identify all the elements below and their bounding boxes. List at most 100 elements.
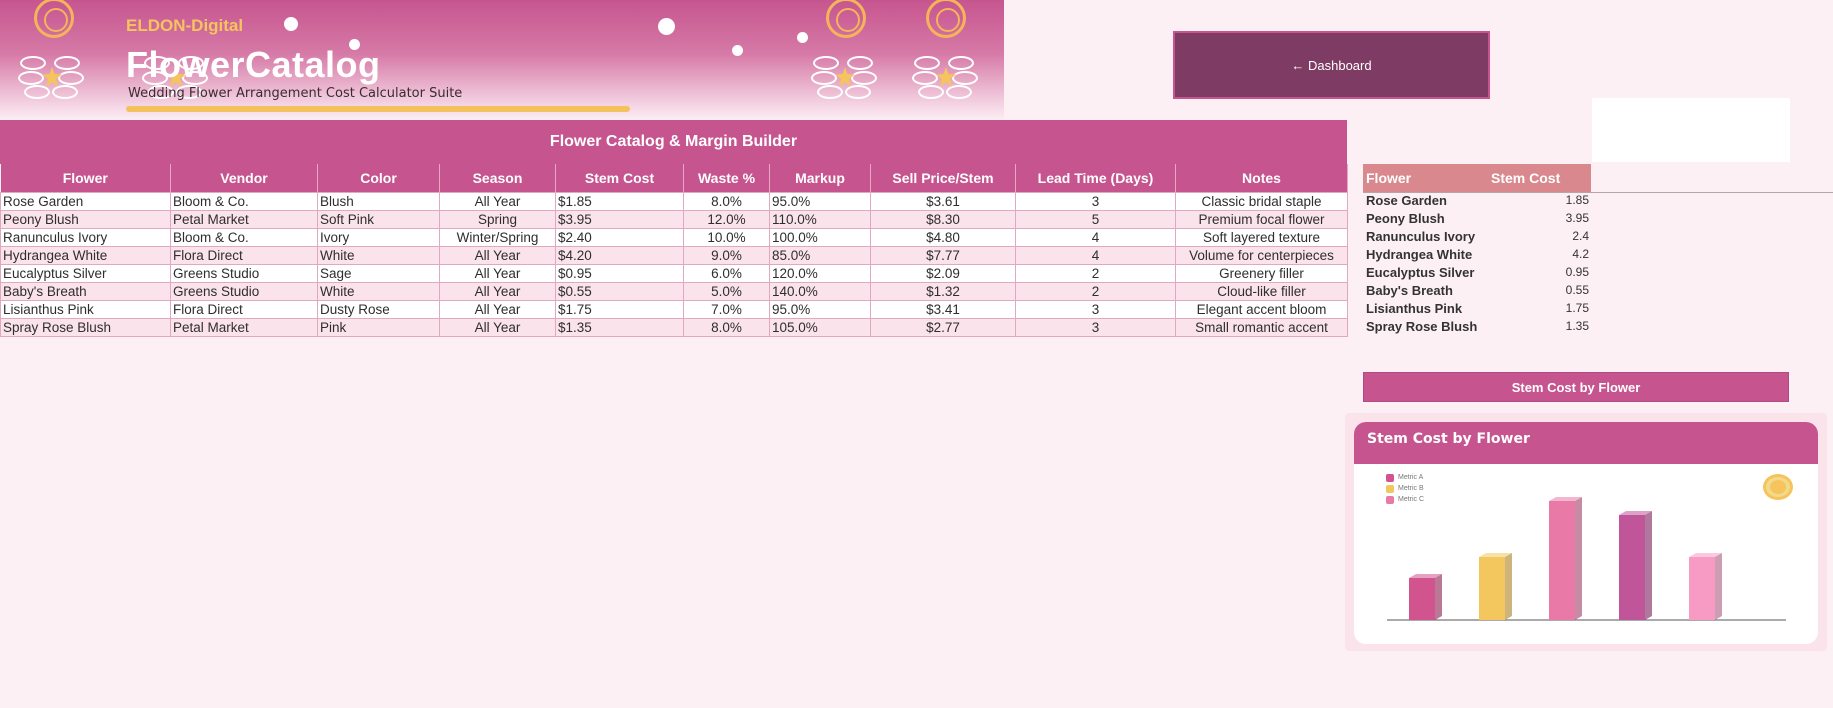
table-cell[interactable]: $1.75 (555, 299, 684, 319)
table-cell[interactable]: All Year (439, 299, 556, 319)
table-cell[interactable]: 95.0% (769, 299, 871, 319)
table-cell[interactable]: Blush (317, 191, 440, 211)
table-cell[interactable]: $7.77 (870, 245, 1016, 265)
side-column-header[interactable]: Flower (1366, 170, 1412, 186)
table-cell[interactable]: Spray Rose Blush (0, 317, 171, 337)
table-cell[interactable]: Eucalyptus Silver (0, 263, 171, 283)
table-cell[interactable]: 110.0% (769, 209, 871, 229)
table-cell[interactable]: Soft Pink (317, 209, 440, 229)
table-cell[interactable]: Greens Studio (170, 263, 318, 283)
column-header[interactable]: Markup (769, 164, 871, 192)
table-cell[interactable]: 2 (1015, 281, 1176, 301)
table-cell[interactable]: Classic bridal staple (1175, 191, 1348, 211)
column-header[interactable]: Flower (0, 164, 171, 192)
chart-bar[interactable] (1479, 553, 1512, 620)
table-cell[interactable]: 3 (1015, 299, 1176, 319)
table-cell[interactable]: 5.0% (683, 281, 770, 301)
table-cell[interactable]: 7.0% (683, 299, 770, 319)
table-cell[interactable]: $2.40 (555, 227, 684, 247)
table-cell[interactable]: Flora Direct (170, 299, 318, 319)
table-cell[interactable]: 12.0% (683, 209, 770, 229)
table-cell[interactable]: White (317, 281, 440, 301)
table-cell[interactable]: Bloom & Co. (170, 191, 318, 211)
table-cell[interactable]: Bloom & Co. (170, 227, 318, 247)
chart-bar[interactable] (1409, 574, 1442, 620)
table-cell[interactable]: 140.0% (769, 281, 871, 301)
side-table-row[interactable]: Baby's Breath 0.55 (1363, 283, 1591, 301)
column-header[interactable]: Stem Cost (555, 164, 684, 192)
table-row[interactable]: Eucalyptus Silver Greens Studio Sage All Ye… (0, 263, 1348, 283)
stem-cost-chart[interactable]: Stem Cost by Flower Metric A Metric B Me… (1354, 422, 1818, 644)
table-cell[interactable]: Volume for centerpieces (1175, 245, 1348, 265)
table-row[interactable]: Baby's Breath Greens Studio White All Year $… (0, 281, 1348, 301)
table-cell[interactable]: Small romantic accent (1175, 317, 1348, 337)
table-cell[interactable]: 100.0% (769, 227, 871, 247)
side-table-row[interactable]: Eucalyptus Silver 0.95 (1363, 265, 1591, 283)
dashboard-button[interactable]: ← Dashboard (1173, 31, 1490, 99)
column-header[interactable]: Vendor (170, 164, 318, 192)
table-cell[interactable]: $3.61 (870, 191, 1016, 211)
table-cell[interactable]: $4.80 (870, 227, 1016, 247)
table-cell[interactable]: $2.09 (870, 263, 1016, 283)
table-cell[interactable]: Flora Direct (170, 245, 318, 265)
chart-title-button[interactable]: Stem Cost by Flower (1363, 372, 1789, 402)
table-cell[interactable]: 5 (1015, 209, 1176, 229)
table-cell[interactable]: All Year (439, 191, 556, 211)
table-cell[interactable]: 6.0% (683, 263, 770, 283)
table-cell[interactable]: 8.0% (683, 191, 770, 211)
side-table-row[interactable]: Lisianthus Pink 1.75 (1363, 301, 1591, 319)
table-cell[interactable]: Rose Garden (0, 191, 171, 211)
table-cell[interactable]: All Year (439, 281, 556, 301)
table-cell[interactable]: Peony Blush (0, 209, 171, 229)
table-cell[interactable]: $0.55 (555, 281, 684, 301)
table-cell[interactable]: Dusty Rose (317, 299, 440, 319)
table-cell[interactable]: White (317, 245, 440, 265)
table-cell[interactable]: 10.0% (683, 227, 770, 247)
chart-bar[interactable] (1549, 497, 1582, 620)
table-row[interactable]: Hydrangea White Flora Direct White All Year… (0, 245, 1348, 265)
column-header[interactable]: Waste % (683, 164, 770, 192)
table-cell[interactable]: Winter/Spring (439, 227, 556, 247)
table-cell[interactable]: Ivory (317, 227, 440, 247)
table-cell[interactable]: Petal Market (170, 317, 318, 337)
column-header[interactable]: Lead Time (Days) (1015, 164, 1176, 192)
table-cell[interactable]: 4 (1015, 245, 1176, 265)
table-cell[interactable]: $3.95 (555, 209, 684, 229)
table-cell[interactable]: Baby's Breath (0, 281, 171, 301)
table-cell[interactable]: $1.85 (555, 191, 684, 211)
table-cell[interactable]: Petal Market (170, 209, 318, 229)
table-cell[interactable]: 4 (1015, 227, 1176, 247)
table-cell[interactable]: All Year (439, 317, 556, 337)
column-header[interactable]: Season (439, 164, 556, 192)
column-header[interactable]: Color (317, 164, 440, 192)
table-row[interactable]: Spray Rose Blush Petal Market Pink All Year… (0, 317, 1348, 337)
table-cell[interactable]: Greenery filler (1175, 263, 1348, 283)
table-cell[interactable]: $8.30 (870, 209, 1016, 229)
table-cell[interactable]: Spring (439, 209, 556, 229)
table-row[interactable]: Ranunculus Ivory Bloom & Co. Ivory Winter/S… (0, 227, 1348, 247)
table-cell[interactable]: $0.95 (555, 263, 684, 283)
table-cell[interactable]: All Year (439, 245, 556, 265)
table-cell[interactable]: Hydrangea White (0, 245, 171, 265)
side-table-row[interactable]: Hydrangea White 4.2 (1363, 247, 1591, 265)
column-header[interactable]: Sell Price/Stem (870, 164, 1016, 192)
column-header[interactable]: Notes (1175, 164, 1348, 192)
side-table-row[interactable]: Peony Blush 3.95 (1363, 211, 1591, 229)
side-table-row[interactable]: Ranunculus Ivory 2.4 (1363, 229, 1591, 247)
table-cell[interactable]: Pink (317, 317, 440, 337)
table-cell[interactable]: $1.35 (555, 317, 684, 337)
table-cell[interactable]: Ranunculus Ivory (0, 227, 171, 247)
table-cell[interactable]: 2 (1015, 263, 1176, 283)
table-cell[interactable]: Greens Studio (170, 281, 318, 301)
table-cell[interactable]: Premium focal flower (1175, 209, 1348, 229)
table-cell[interactable]: Lisianthus Pink (0, 299, 171, 319)
side-column-header[interactable]: Stem Cost (1491, 170, 1561, 186)
table-cell[interactable]: $3.41 (870, 299, 1016, 319)
table-cell[interactable]: Soft layered texture (1175, 227, 1348, 247)
table-cell[interactable]: $2.77 (870, 317, 1016, 337)
table-cell[interactable]: Elegant accent bloom (1175, 299, 1348, 319)
table-cell[interactable]: 8.0% (683, 317, 770, 337)
table-cell[interactable]: 95.0% (769, 191, 871, 211)
table-cell[interactable]: Cloud-like filler (1175, 281, 1348, 301)
table-row[interactable]: Peony Blush Petal Market Soft Pink Spring $3… (0, 209, 1348, 229)
